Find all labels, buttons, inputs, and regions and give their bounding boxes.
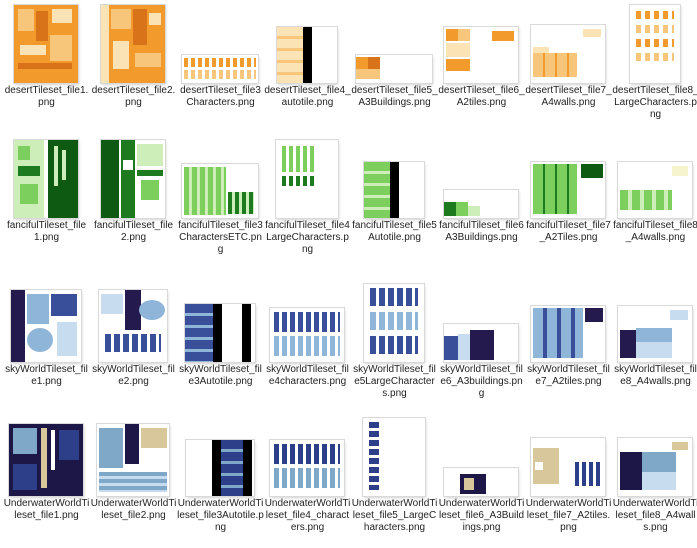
- file-thumbnail: [363, 418, 425, 496]
- file-thumbnail: [444, 468, 518, 496]
- file-name: fancifulTileset_file8_A4walls.png: [613, 220, 697, 243]
- file-name: desertTileset_file7_A4walls.png: [525, 85, 612, 108]
- file-name: fancifulTileset_file2.png: [93, 220, 174, 243]
- file-thumbnail: [531, 438, 605, 496]
- file-thumbnail: [364, 162, 424, 218]
- file-thumbnail: [11, 290, 81, 362]
- file-name: UnderwaterWorldTileset_file1.png: [3, 498, 90, 521]
- file-name: UnderwaterWorldTileset_file2.png: [90, 498, 177, 521]
- file-thumbnail: [185, 304, 255, 362]
- file-thumbnail: [99, 290, 167, 362]
- file-thumbnail: [182, 55, 258, 83]
- file-name: skyWorldTileset_file3Autotile.png: [179, 364, 262, 387]
- file-name: desertTileset_file2.png: [91, 85, 176, 108]
- file-name: UnderwaterWorldTileset_file3Autotile.png: [177, 498, 264, 533]
- file-name: skyWorldTileset_file7_A2tiles.png: [527, 364, 610, 387]
- file-thumbnail: [270, 440, 344, 496]
- file-thumbnail: [444, 27, 518, 83]
- file-thumbnail: [356, 55, 432, 83]
- file-thumbnail: [618, 162, 692, 218]
- file-name: skyWorldTileset_file2.png: [92, 364, 175, 387]
- file-name: skyWorldTileset_file8_A4walls.png: [614, 364, 697, 387]
- file-thumbnail: [630, 5, 680, 83]
- file-thumbnail: [531, 25, 605, 83]
- file-thumbnail: [618, 306, 692, 362]
- file-thumbnail: [97, 424, 169, 496]
- file-thumbnail: [9, 424, 83, 496]
- file-thumbnail: [186, 440, 254, 496]
- file-thumbnail: [531, 306, 605, 362]
- file-thumbnail: [444, 324, 518, 362]
- file-name: skyWorldTileset_file1.png: [5, 364, 88, 387]
- file-name: desertTileset_file4_autotile.png: [264, 85, 351, 108]
- file-name: UnderwaterWorldTileset_file4_characters.…: [264, 498, 351, 533]
- file-name: desertTileset_file3Characters.png: [180, 85, 261, 108]
- file-name: skyWorldTileset_file5LargeCharacters.png: [353, 364, 436, 399]
- file-name: skyWorldTileset_file6_A3buildings.png: [440, 364, 523, 399]
- file-name: UnderwaterWorldTileset_file6_A3Buildings…: [438, 498, 525, 533]
- file-name: fancifulTileset_file6A3Buildings.png: [439, 220, 524, 243]
- file-thumbnail: [444, 190, 518, 218]
- file-name: fancifulTileset_file4LargeCharacters.png: [265, 220, 350, 255]
- file-thumbnail: [182, 164, 258, 218]
- file-name: fancifulTileset_file7_A2Tiles.png: [526, 220, 611, 243]
- file-thumbnail: [364, 284, 424, 362]
- file-thumbnail: [101, 5, 165, 83]
- file-name: UnderwaterWorldTileset_file5_LargeCharac…: [351, 498, 438, 533]
- file-name: fancifulTileset_file1.png: [6, 220, 87, 243]
- file-name: desertTileset_file5_A3Buildings.png: [351, 85, 438, 108]
- file-thumbnail: [270, 308, 344, 362]
- file-thumbnail: [276, 140, 338, 218]
- file-name: skyWorldTileset_file4characters.png: [266, 364, 349, 387]
- file-thumbnail: [14, 140, 78, 218]
- file-thumbnail: [101, 140, 165, 218]
- file-name: UnderwaterWorldTileset_file8_A4walls.png: [612, 498, 697, 533]
- file-name: UnderwaterWorldTileset_file7_A2tiles.png: [525, 498, 612, 533]
- file-name: fancifulTileset_file3CharactersETC.png: [178, 220, 263, 255]
- file-name: desertTileset_file8_LargeCharacters.png: [612, 85, 697, 120]
- file-name: desertTileset_file1.png: [4, 85, 89, 108]
- file-thumbnail: [14, 5, 78, 83]
- file-thumbnail: [277, 27, 337, 83]
- file-thumbnail: [618, 438, 692, 496]
- file-name: desertTileset_file6_A2tiles.png: [438, 85, 525, 108]
- file-name: fancifulTileset_file5Autotile.png: [352, 220, 437, 243]
- file-thumbnail: [531, 162, 605, 218]
